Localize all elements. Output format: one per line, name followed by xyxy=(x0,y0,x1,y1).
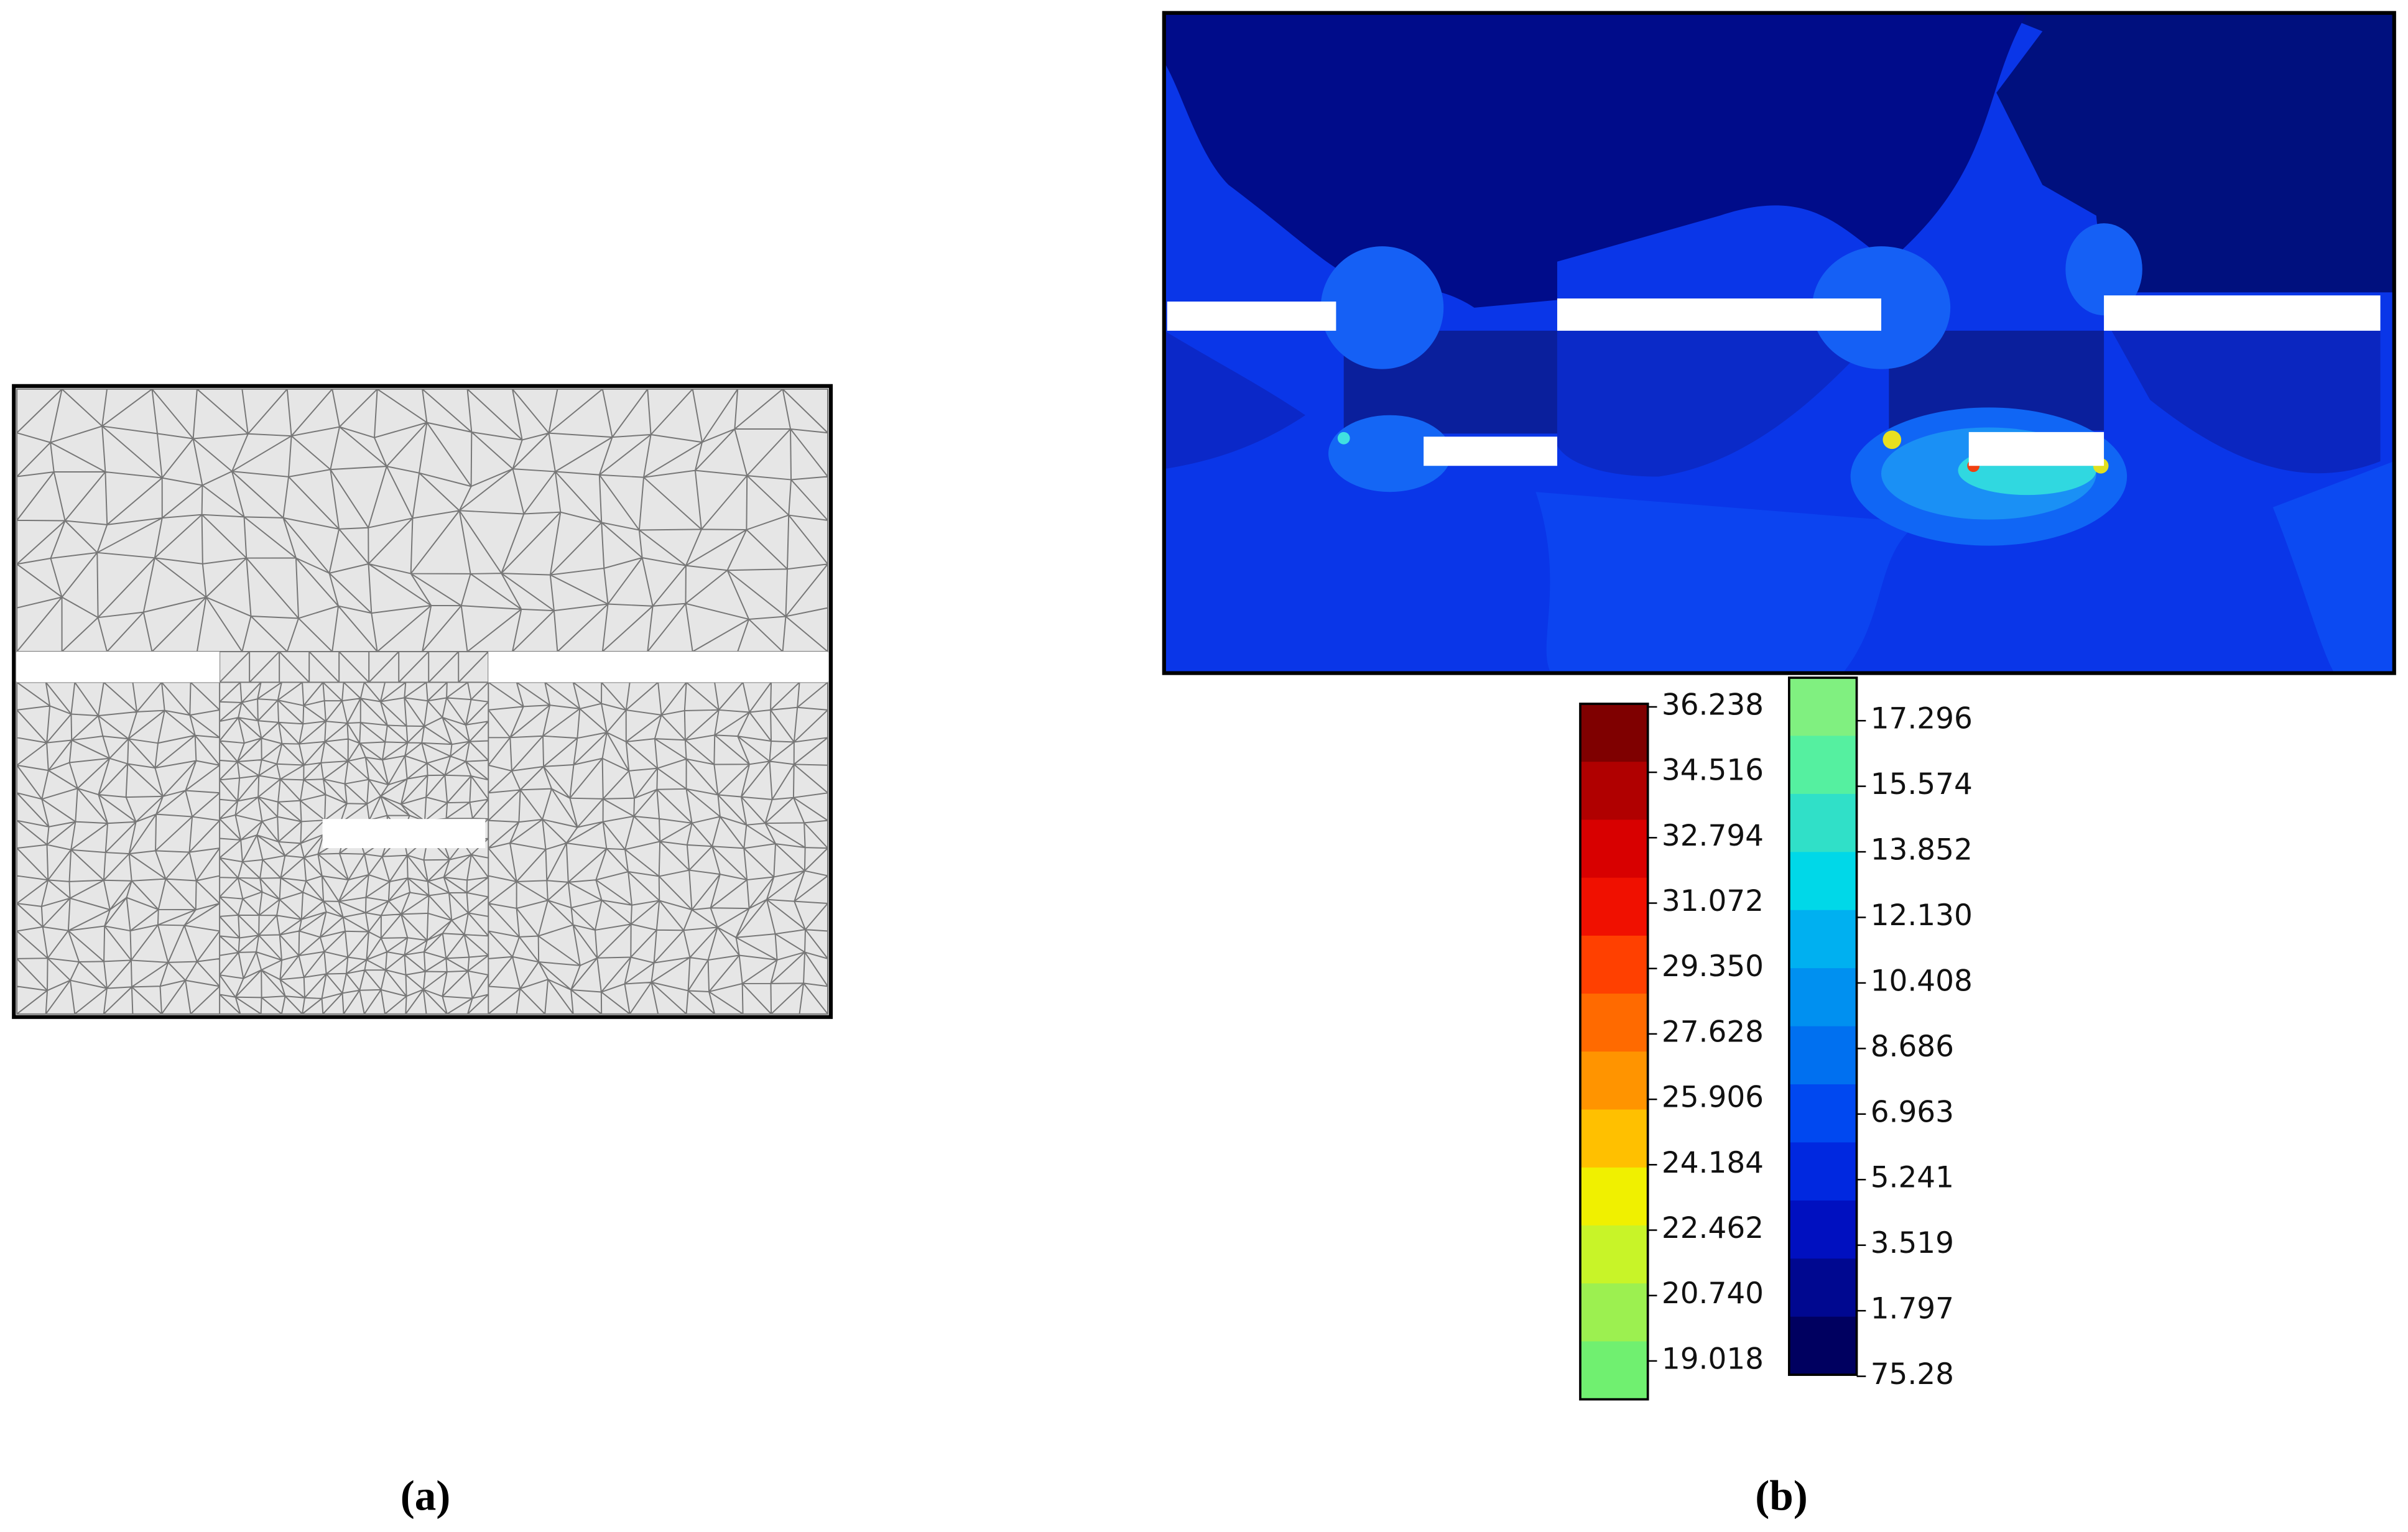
mesh-panel xyxy=(12,384,833,1019)
mesh-frame xyxy=(12,384,833,1019)
colorbar-label: 6.963 xyxy=(1871,1095,1954,1129)
colorbar-label: 25.906 xyxy=(1662,1081,1764,1115)
colorbar-label: 75.28 xyxy=(1871,1357,1954,1391)
colorbar-label: 24.184 xyxy=(1662,1146,1764,1180)
contour-region xyxy=(1557,330,1881,477)
colorbar-swatch xyxy=(1789,852,1857,911)
colorbar-label: 20.740 xyxy=(1662,1276,1764,1311)
contour-region xyxy=(2111,330,2381,474)
colorbar-frame xyxy=(1787,676,1858,1376)
colorbar-label: 36.238 xyxy=(1662,688,1764,722)
colorbar-swatch xyxy=(1789,1200,1857,1260)
contour-region xyxy=(1535,492,1920,673)
colorbar-label: 3.519 xyxy=(1871,1226,1954,1260)
contour-region xyxy=(2065,223,2142,316)
colorbar-swatch xyxy=(1789,1084,1857,1143)
colorbar-swatch xyxy=(1789,736,1857,795)
colorbar-swatch xyxy=(1580,935,1648,995)
panel-label: (b) xyxy=(1755,1471,1807,1519)
colorbar-swatch xyxy=(1580,1051,1648,1110)
contour-region xyxy=(1320,246,1444,369)
colorbar-swatch xyxy=(1789,910,1857,969)
colorbar-swatch xyxy=(1580,703,1648,763)
contour-region xyxy=(1889,330,2105,431)
slot xyxy=(322,819,486,849)
colorbar-label: 1.797 xyxy=(1871,1292,1954,1326)
colorbar-swatch xyxy=(1580,1167,1648,1227)
hotspot xyxy=(1882,430,1902,450)
hotspot xyxy=(1337,431,1350,445)
colorbar-label: 29.350 xyxy=(1662,949,1764,984)
colorbar-swatch xyxy=(1789,968,1857,1027)
slot xyxy=(2104,295,2381,331)
colorbar-swatch xyxy=(1789,678,1857,737)
colorbar-label: 27.628 xyxy=(1662,1015,1764,1049)
colorbar-swatch xyxy=(1580,1283,1648,1342)
colorbar-swatch xyxy=(1580,1225,1648,1285)
colorbar-swatch xyxy=(1789,1142,1857,1202)
mesh xyxy=(16,388,828,1015)
colorbar-swatch xyxy=(1580,1109,1648,1168)
slot xyxy=(17,652,220,683)
contour-region xyxy=(1164,12,2394,293)
colorbar-label: 32.794 xyxy=(1662,819,1764,853)
colorbar-label: 10.408 xyxy=(1871,964,1973,998)
colorbar-label: 31.072 xyxy=(1662,884,1764,918)
colorbar-label: 34.516 xyxy=(1662,754,1764,788)
colorbar-swatch xyxy=(1789,793,1857,853)
colorbar-swatch xyxy=(1789,1316,1857,1376)
mesh-lines xyxy=(16,388,828,1015)
colorbar-swatch xyxy=(1789,1258,1857,1317)
slot xyxy=(1557,298,1881,331)
colorbar-label: 15.574 xyxy=(1871,767,1973,801)
contour-region xyxy=(1164,12,2027,308)
slot xyxy=(488,652,828,683)
contour-panel xyxy=(1162,11,2396,675)
colorbar-swatch xyxy=(1580,994,1648,1053)
colorbar-label: 12.130 xyxy=(1871,898,1973,933)
colorbar-swatch xyxy=(1789,1026,1857,1086)
colorbar-label: 22.462 xyxy=(1662,1211,1764,1245)
contour-region xyxy=(2272,461,2394,673)
slot xyxy=(1424,436,1557,466)
slot xyxy=(1167,302,1336,331)
colorbar-label: 17.296 xyxy=(1871,702,1973,736)
colorbar-label: 19.018 xyxy=(1662,1342,1764,1376)
colorbar-label: 8.686 xyxy=(1871,1030,1954,1064)
contour-region xyxy=(1328,415,1452,492)
colorbars: 36.238 34.516 32.794 31.072 29.350 27.628 25.9… xyxy=(1579,676,1973,1401)
colorbar-swatch xyxy=(1580,1341,1648,1400)
colorbar-label: 5.241 xyxy=(1871,1161,1954,1195)
contour-region xyxy=(1164,330,1305,469)
colorbar-swatch xyxy=(1580,762,1648,821)
colorbar-swatch xyxy=(1580,819,1648,879)
colorbar-label: 13.852 xyxy=(1871,833,1973,867)
contour-frame xyxy=(1162,11,2396,675)
colorbar-frame xyxy=(1579,703,1649,1401)
panel-label: (a) xyxy=(401,1471,451,1519)
colorbar-swatch xyxy=(1580,877,1648,937)
slot xyxy=(1968,431,2105,466)
